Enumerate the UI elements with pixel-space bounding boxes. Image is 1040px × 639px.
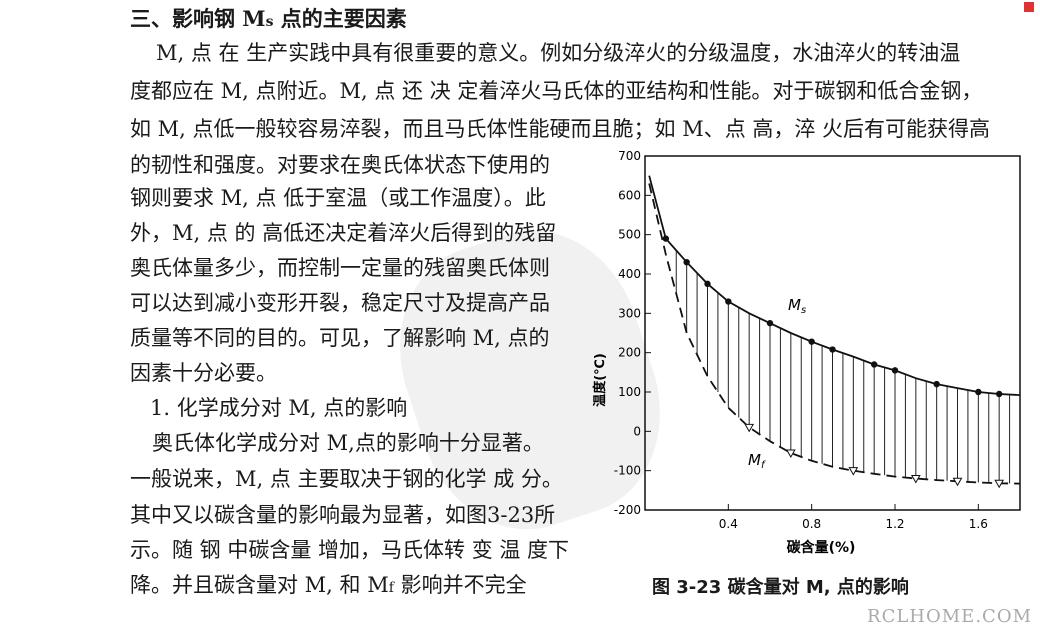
text-line-4: 的韧性和强度。对要求在奥氏体状态下使用的 — [130, 153, 550, 177]
ms-point — [725, 298, 732, 305]
text-line-8: 可以达到减小变形开裂，稳定尺寸及提高产品 — [130, 291, 550, 315]
ms-point — [683, 259, 690, 266]
chart-markers — [662, 235, 1005, 489]
carbon-content-chart: 700 600 500 400 300 200 100 0 -100 -200 0.4 0.8 1.2 1… — [592, 150, 1021, 556]
mf-point — [910, 475, 921, 484]
y-tick-label: 200 — [618, 346, 641, 360]
x-axis-label: 碳含量(%) — [787, 539, 856, 556]
x-tick-label: 1.2 — [885, 517, 904, 531]
text-line-10: 因素十分必要。 — [130, 361, 277, 385]
y-axis-label: 温度(℃) — [592, 353, 608, 407]
text-line-1: M, 点 在 生产实践中具有很重要的意义。例如分级淬火的分级温度，水油淬火的转油… — [156, 41, 961, 65]
y-tick-label: 600 — [618, 188, 641, 202]
ms-point — [870, 361, 878, 368]
mf-curve-label: Mf — [748, 451, 766, 471]
y-tick-label: -100 — [614, 464, 641, 478]
text-line-12: 奥氏体化学成分对 M,点的影响十分显著。 — [152, 431, 544, 455]
plot-frame — [644, 155, 1021, 511]
ms-point — [766, 319, 774, 327]
y-tick-label: 300 — [618, 306, 641, 320]
chart-ticks: 700 600 500 400 300 200 100 0 -100 -200 0.4 0.8 1.2 1… — [614, 150, 988, 531]
text-line-15: 示。随 钢 中碳含量 增加，马氏体转 变 温 度下 — [130, 538, 570, 562]
ms-point — [891, 367, 899, 374]
ms-curve-label: Ms — [788, 296, 806, 316]
text-line-16: 降。并且碳含量对 M, 和 Mf 影响并不完全 — [130, 573, 527, 597]
ms-point — [829, 346, 836, 353]
x-tick-label: 0.4 — [719, 517, 738, 531]
mf-point — [744, 423, 755, 433]
ms-point — [808, 338, 815, 345]
figure-caption: 图 3-23 碳含量对 M, 点的影响 — [652, 577, 909, 598]
text-line-9: 质量等不同的目的。可见，了解影响 M, 点的 — [130, 326, 550, 350]
subsection-heading: 1. 化学成分对 M, 点的影响 — [150, 396, 408, 420]
y-tick-label: -200 — [614, 503, 641, 517]
chart-curves — [648, 175, 1021, 485]
chart-hatch — [675, 250, 1011, 484]
ms-point — [662, 235, 670, 242]
mf-curve — [648, 183, 1021, 485]
ms-point — [933, 380, 940, 388]
y-tick-label: 100 — [618, 385, 641, 399]
ms-point — [995, 390, 1003, 398]
y-tick-label: 700 — [618, 150, 641, 163]
text-line-3: 如 M, 点低一般较容易淬裂，而且马氏体性能硬而且脆；如 M、点 高，淬 火后有… — [130, 117, 991, 141]
y-tick-label: 0 — [633, 424, 641, 438]
mf-point — [952, 477, 963, 487]
text-line-7: 奥氏体量多少，而控制一定量的残留奥氏体则 — [130, 256, 550, 280]
x-tick-label: 0.8 — [802, 517, 821, 531]
mf-point — [994, 479, 1005, 489]
chart-axes — [644, 155, 1021, 511]
text-line-6: 外，M, 点 的 高低还决定着淬火后得到的残留 — [130, 221, 557, 245]
y-tick-label: 400 — [618, 267, 641, 281]
corner-marker — [1024, 2, 1034, 12]
section-heading: 三、影响钢 Ms 点的主要因素 — [130, 6, 407, 31]
y-tick-label: 500 — [618, 228, 641, 242]
text-line-14: 其中又以碳含量的影响最为显著，如图3-23所 — [130, 503, 556, 527]
mf-point — [785, 449, 796, 458]
mf-point — [848, 467, 859, 476]
site-watermark: RCLHOME.COM — [867, 606, 1032, 627]
x-tick-label: 1.6 — [969, 517, 988, 531]
text-line-2: 度都应在 M, 点附近。M, 点 还 决 定着淬火马氏体的亚结构和性能。对于碳钢… — [130, 79, 983, 103]
text-line-13: 一般说来，M, 点 主要取决于钢的化学 成 分。 — [130, 467, 563, 491]
text-line-5: 钢则要求 M, 点 低于室温（或工作温度）。此 — [130, 186, 546, 210]
ms-point — [975, 388, 982, 396]
ms-point — [704, 280, 711, 288]
